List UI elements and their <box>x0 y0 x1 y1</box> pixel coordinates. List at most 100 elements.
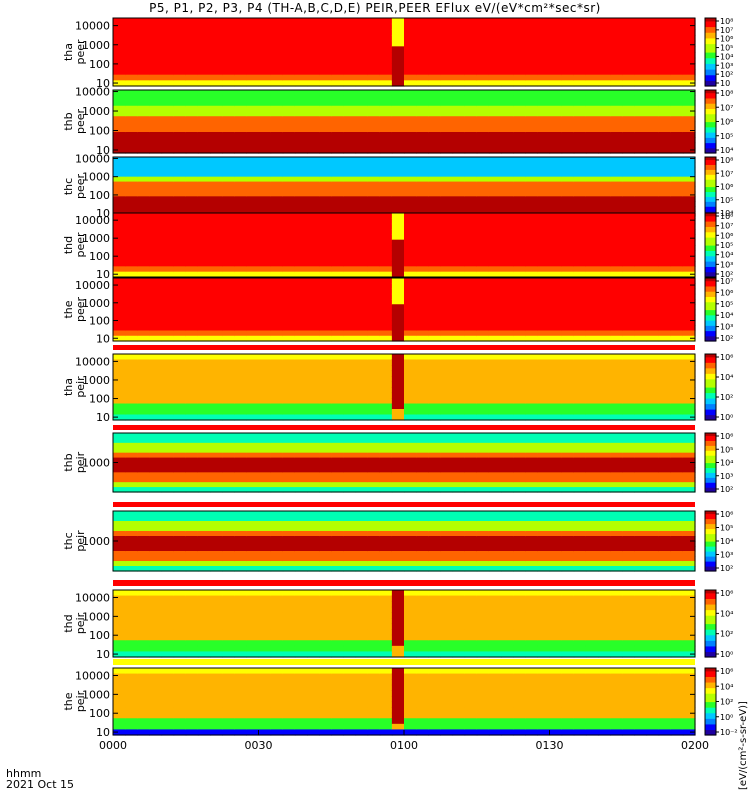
y-tick-label: 10000 <box>75 152 110 165</box>
spectrogram-cell <box>367 29 381 36</box>
spectrogram-cell <box>428 100 441 107</box>
spectrogram-cell <box>525 157 538 163</box>
spectrogram-cell <box>137 381 150 388</box>
spectrogram-cell <box>416 457 429 464</box>
spectrogram-cell <box>488 487 502 493</box>
spectrogram-cell <box>598 325 611 332</box>
spectrogram-cell <box>307 437 320 444</box>
spectrogram-cell <box>379 293 393 300</box>
spectrogram-cell <box>537 229 551 235</box>
spectrogram-cell <box>428 157 441 163</box>
spectrogram-cell <box>585 250 599 257</box>
panel-frame <box>112 89 696 154</box>
spectrogram-cell <box>646 516 660 522</box>
spectrogram-cell <box>537 398 551 405</box>
spectrogram-cell <box>367 74 381 81</box>
colorbar-segment <box>705 186 716 190</box>
spectrogram-cell <box>173 157 187 163</box>
spectrogram-cell <box>222 387 235 394</box>
spectrogram-cell <box>161 278 175 284</box>
spectrogram-cell <box>525 191 538 197</box>
spectrogram-cell <box>622 261 635 267</box>
spectrogram-cell <box>125 142 138 149</box>
spectrogram-cell <box>440 181 454 188</box>
spectrogram-cell <box>294 516 308 522</box>
spectrogram-cell <box>125 526 138 532</box>
spectrogram-cell <box>488 511 502 517</box>
spectrogram-cell <box>391 551 405 557</box>
panel-frame <box>112 212 696 278</box>
spectrogram-cell <box>343 457 357 464</box>
spectrogram-cell <box>537 176 551 183</box>
spectrogram-cell <box>646 556 660 562</box>
spectrogram-cell <box>294 288 308 295</box>
spectrogram-cell <box>488 370 502 377</box>
colorbar-tick-label: 10⁸ <box>720 212 733 221</box>
spectrogram-cell <box>185 137 199 144</box>
spectrogram-cell <box>355 46 369 53</box>
spectrogram-cell <box>464 556 478 562</box>
spectrogram-cell <box>561 132 575 138</box>
spectrogram-cell <box>658 181 672 188</box>
spectrogram-cell <box>476 283 490 290</box>
spectrogram-cell <box>476 536 490 542</box>
spectrogram-cell <box>173 261 187 267</box>
spectrogram-cell <box>379 223 393 230</box>
spectrogram-cell <box>549 271 563 278</box>
spectrogram-cell <box>573 239 587 246</box>
spectrogram-cell <box>525 299 538 305</box>
spectrogram-cell <box>125 74 138 81</box>
spectrogram-cell <box>476 370 490 377</box>
spectrogram-cell <box>537 271 551 278</box>
spectrogram-cell <box>561 266 575 273</box>
colorbar-tick-label: 10⁶ <box>720 183 733 192</box>
spectrogram-cell <box>476 266 490 273</box>
spectrogram-cell <box>331 299 344 305</box>
spectrogram-cell <box>270 392 284 399</box>
spectrogram-cell <box>573 171 587 178</box>
spectrogram-cell <box>404 23 417 30</box>
spectrogram-cell <box>294 387 308 394</box>
spectrogram-cell <box>658 531 672 537</box>
spectrogram-cell <box>125 541 138 547</box>
spectrogram-cell <box>210 223 223 230</box>
spectrogram-cell <box>610 111 623 117</box>
colorbar-segment <box>705 126 716 130</box>
spectrogram-cell <box>513 531 526 537</box>
spectrogram-cell <box>573 57 587 64</box>
spectrogram-cell <box>476 229 490 235</box>
spectrogram-cell <box>549 29 563 36</box>
colorbar-segment <box>705 460 716 464</box>
spectrogram-cell <box>113 57 126 64</box>
spectrogram-cell <box>670 467 684 473</box>
panel-label: thdpeer <box>62 232 87 258</box>
spectrogram-cell <box>440 157 454 163</box>
spectrogram-cell <box>513 365 526 372</box>
spectrogram-cell <box>585 234 599 241</box>
colorbar-segment <box>705 60 716 64</box>
spectrogram-cell <box>391 18 405 25</box>
spectrogram-cell <box>573 181 587 188</box>
spectrogram-cell <box>125 166 138 173</box>
spectrogram-cell <box>573 477 587 483</box>
spectrogram-cell <box>634 206 648 212</box>
spectrogram-cell <box>307 116 320 123</box>
spectrogram-cell <box>537 447 551 454</box>
spectrogram-cell <box>501 516 514 522</box>
spectrogram-cell <box>270 206 284 212</box>
spectrogram-cell <box>476 359 490 366</box>
spectrogram-cell <box>319 541 332 547</box>
spectrogram-cell <box>464 18 478 25</box>
spectrogram-cell <box>294 354 308 361</box>
spectrogram-cell <box>682 536 696 542</box>
spectrogram-cell <box>125 482 138 488</box>
spectrogram-cell <box>404 447 417 454</box>
spectrogram-cell <box>622 516 635 522</box>
spectrogram-cell <box>488 381 502 388</box>
spectrogram-cell <box>222 531 235 537</box>
spectrogram-cell <box>513 126 526 133</box>
spectrogram-cell <box>113 166 126 173</box>
spectrogram-cell <box>173 90 187 96</box>
spectrogram-cell <box>355 90 369 96</box>
spectrogram-cell <box>270 309 284 316</box>
